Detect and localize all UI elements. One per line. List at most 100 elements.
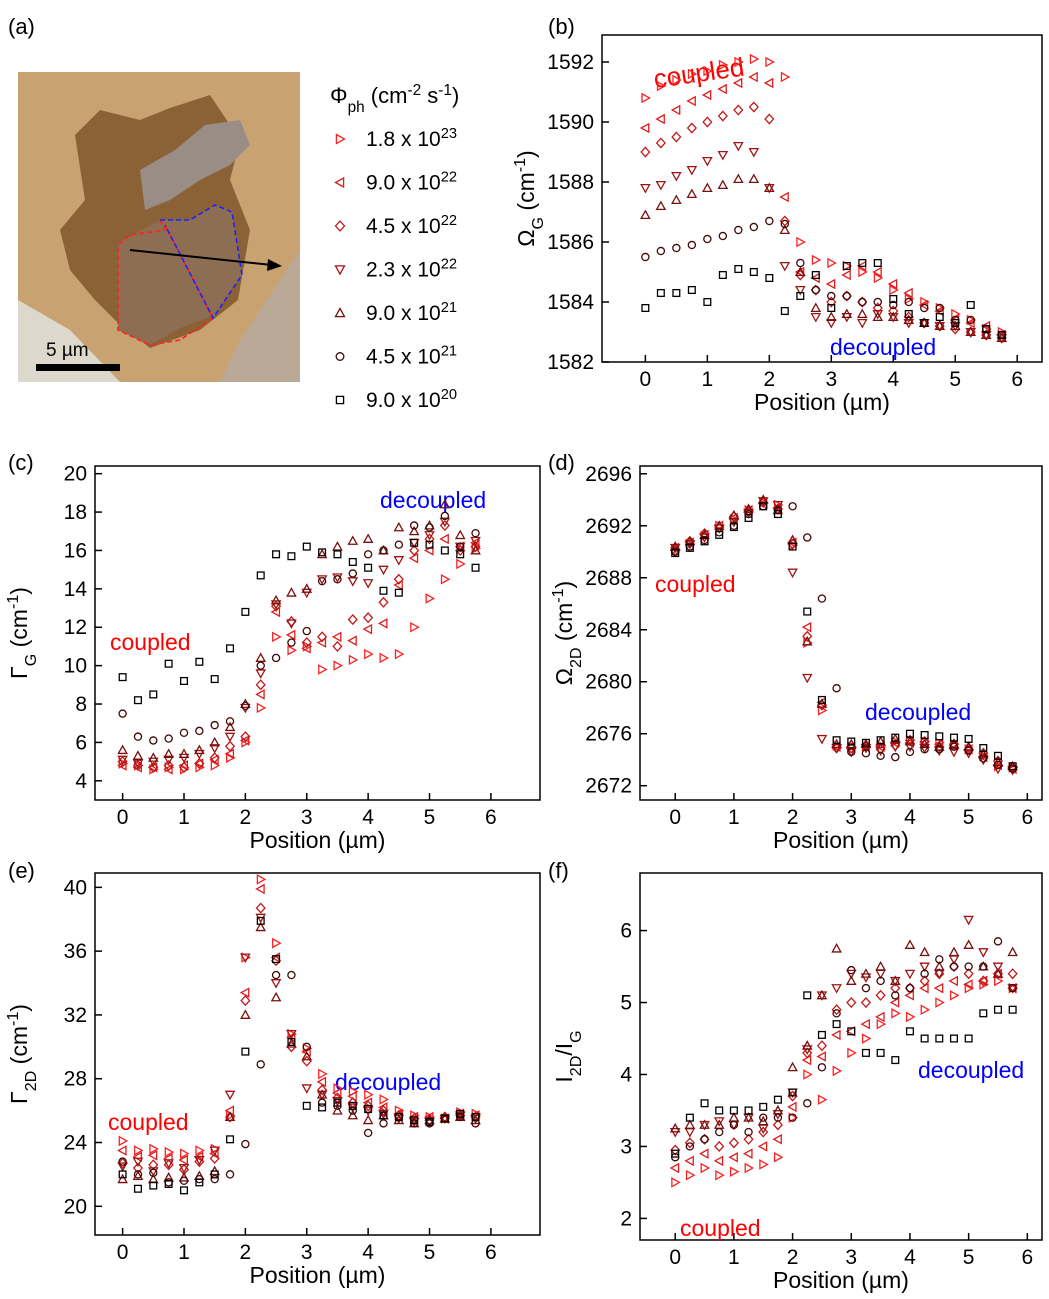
data-point (904, 309, 913, 319)
data-point (239, 987, 250, 998)
data-point (163, 763, 173, 775)
data-point (889, 975, 901, 985)
data-point (333, 660, 343, 671)
y-tick-label: 1582 (547, 351, 594, 374)
data-point (471, 528, 480, 538)
data-point (919, 744, 930, 754)
y-tick-label: 4 (620, 1063, 632, 1086)
data-point (224, 1090, 236, 1101)
data-point (801, 1045, 813, 1055)
data-point (796, 258, 805, 268)
x-axis-title: Position (µm) (250, 1262, 386, 1288)
data-point (209, 1152, 220, 1165)
data-point (255, 679, 266, 691)
data-point (744, 513, 753, 522)
data-point (440, 546, 449, 555)
data-point (743, 503, 754, 513)
data-point (803, 1069, 813, 1080)
y-tick-label: 2680 (585, 671, 632, 694)
data-point (773, 1151, 784, 1163)
data-point (271, 970, 281, 980)
decoupled-outline (160, 204, 243, 320)
data-point (210, 760, 221, 771)
data-point (641, 252, 650, 262)
data-point (873, 272, 884, 284)
data-point (255, 669, 267, 679)
x-tick-label: 2 (240, 1241, 252, 1264)
data-point (920, 1004, 931, 1016)
data-point (424, 533, 435, 545)
text-part: /I (551, 1043, 577, 1056)
data-point (394, 1105, 405, 1116)
data-point (224, 1111, 236, 1123)
data-point (796, 236, 806, 248)
data-point (847, 737, 856, 746)
data-point (787, 538, 798, 550)
data-point (377, 1102, 388, 1113)
data-point (194, 1156, 205, 1166)
legend-label: 9.0 x 1022 (366, 170, 457, 195)
data-point (788, 542, 797, 551)
data-point (718, 270, 727, 280)
data-point (671, 194, 682, 205)
data-point (773, 1113, 783, 1122)
data-point (856, 318, 868, 329)
superscript: 22 (441, 213, 457, 229)
data-point (256, 702, 267, 714)
data-point (729, 523, 738, 532)
data-point (700, 537, 709, 546)
data-point (363, 1100, 374, 1112)
data-point (933, 746, 945, 757)
substrate-edge (18, 300, 120, 382)
data-point (655, 180, 667, 191)
data-point (847, 1047, 857, 1059)
data-point (684, 1155, 694, 1167)
data-point (715, 1106, 724, 1115)
superscript: -2 (407, 82, 421, 99)
data-point (362, 579, 374, 589)
data-point (117, 1145, 127, 1156)
data-point (992, 962, 1004, 973)
data-point (888, 305, 899, 317)
data-point (1008, 1005, 1017, 1014)
text-part: ) (6, 1004, 32, 1012)
data-point (904, 742, 916, 753)
data-point (117, 1157, 128, 1169)
data-point (788, 1088, 797, 1097)
data-point (318, 664, 328, 675)
data-point (810, 302, 822, 313)
data-point (979, 1009, 988, 1018)
data-point (811, 254, 822, 266)
y-tick-label: 4 (75, 770, 87, 793)
y-tick-label: 6 (620, 920, 632, 943)
data-point (759, 1102, 768, 1111)
data-point (978, 748, 989, 759)
data-point (240, 994, 251, 1007)
data-point (920, 745, 929, 754)
data-point (811, 285, 821, 295)
data-point (861, 738, 870, 747)
data-point (966, 300, 975, 310)
data-point (686, 122, 697, 134)
x-tick-label: 3 (301, 806, 313, 829)
data-point (858, 266, 868, 278)
data-point (832, 684, 841, 693)
data-point (317, 1098, 327, 1107)
data-point (748, 173, 760, 184)
data-point (149, 1181, 158, 1190)
annotation: decoupled (335, 1069, 441, 1095)
flake-region (118, 205, 242, 345)
data-point (788, 502, 797, 511)
data-point (992, 968, 1004, 980)
superscript: -1 (549, 588, 567, 602)
text-part: Ω (551, 668, 577, 685)
data-point (832, 1009, 841, 1018)
data-point (846, 742, 857, 754)
data-point (393, 573, 404, 585)
legend-title: Φph (cm-2 s-1) (330, 82, 459, 116)
data-point (733, 141, 744, 152)
text-part: 1.8 x 10 (366, 128, 441, 151)
data-point (241, 701, 250, 711)
data-point (764, 182, 775, 193)
data-point (779, 224, 791, 235)
